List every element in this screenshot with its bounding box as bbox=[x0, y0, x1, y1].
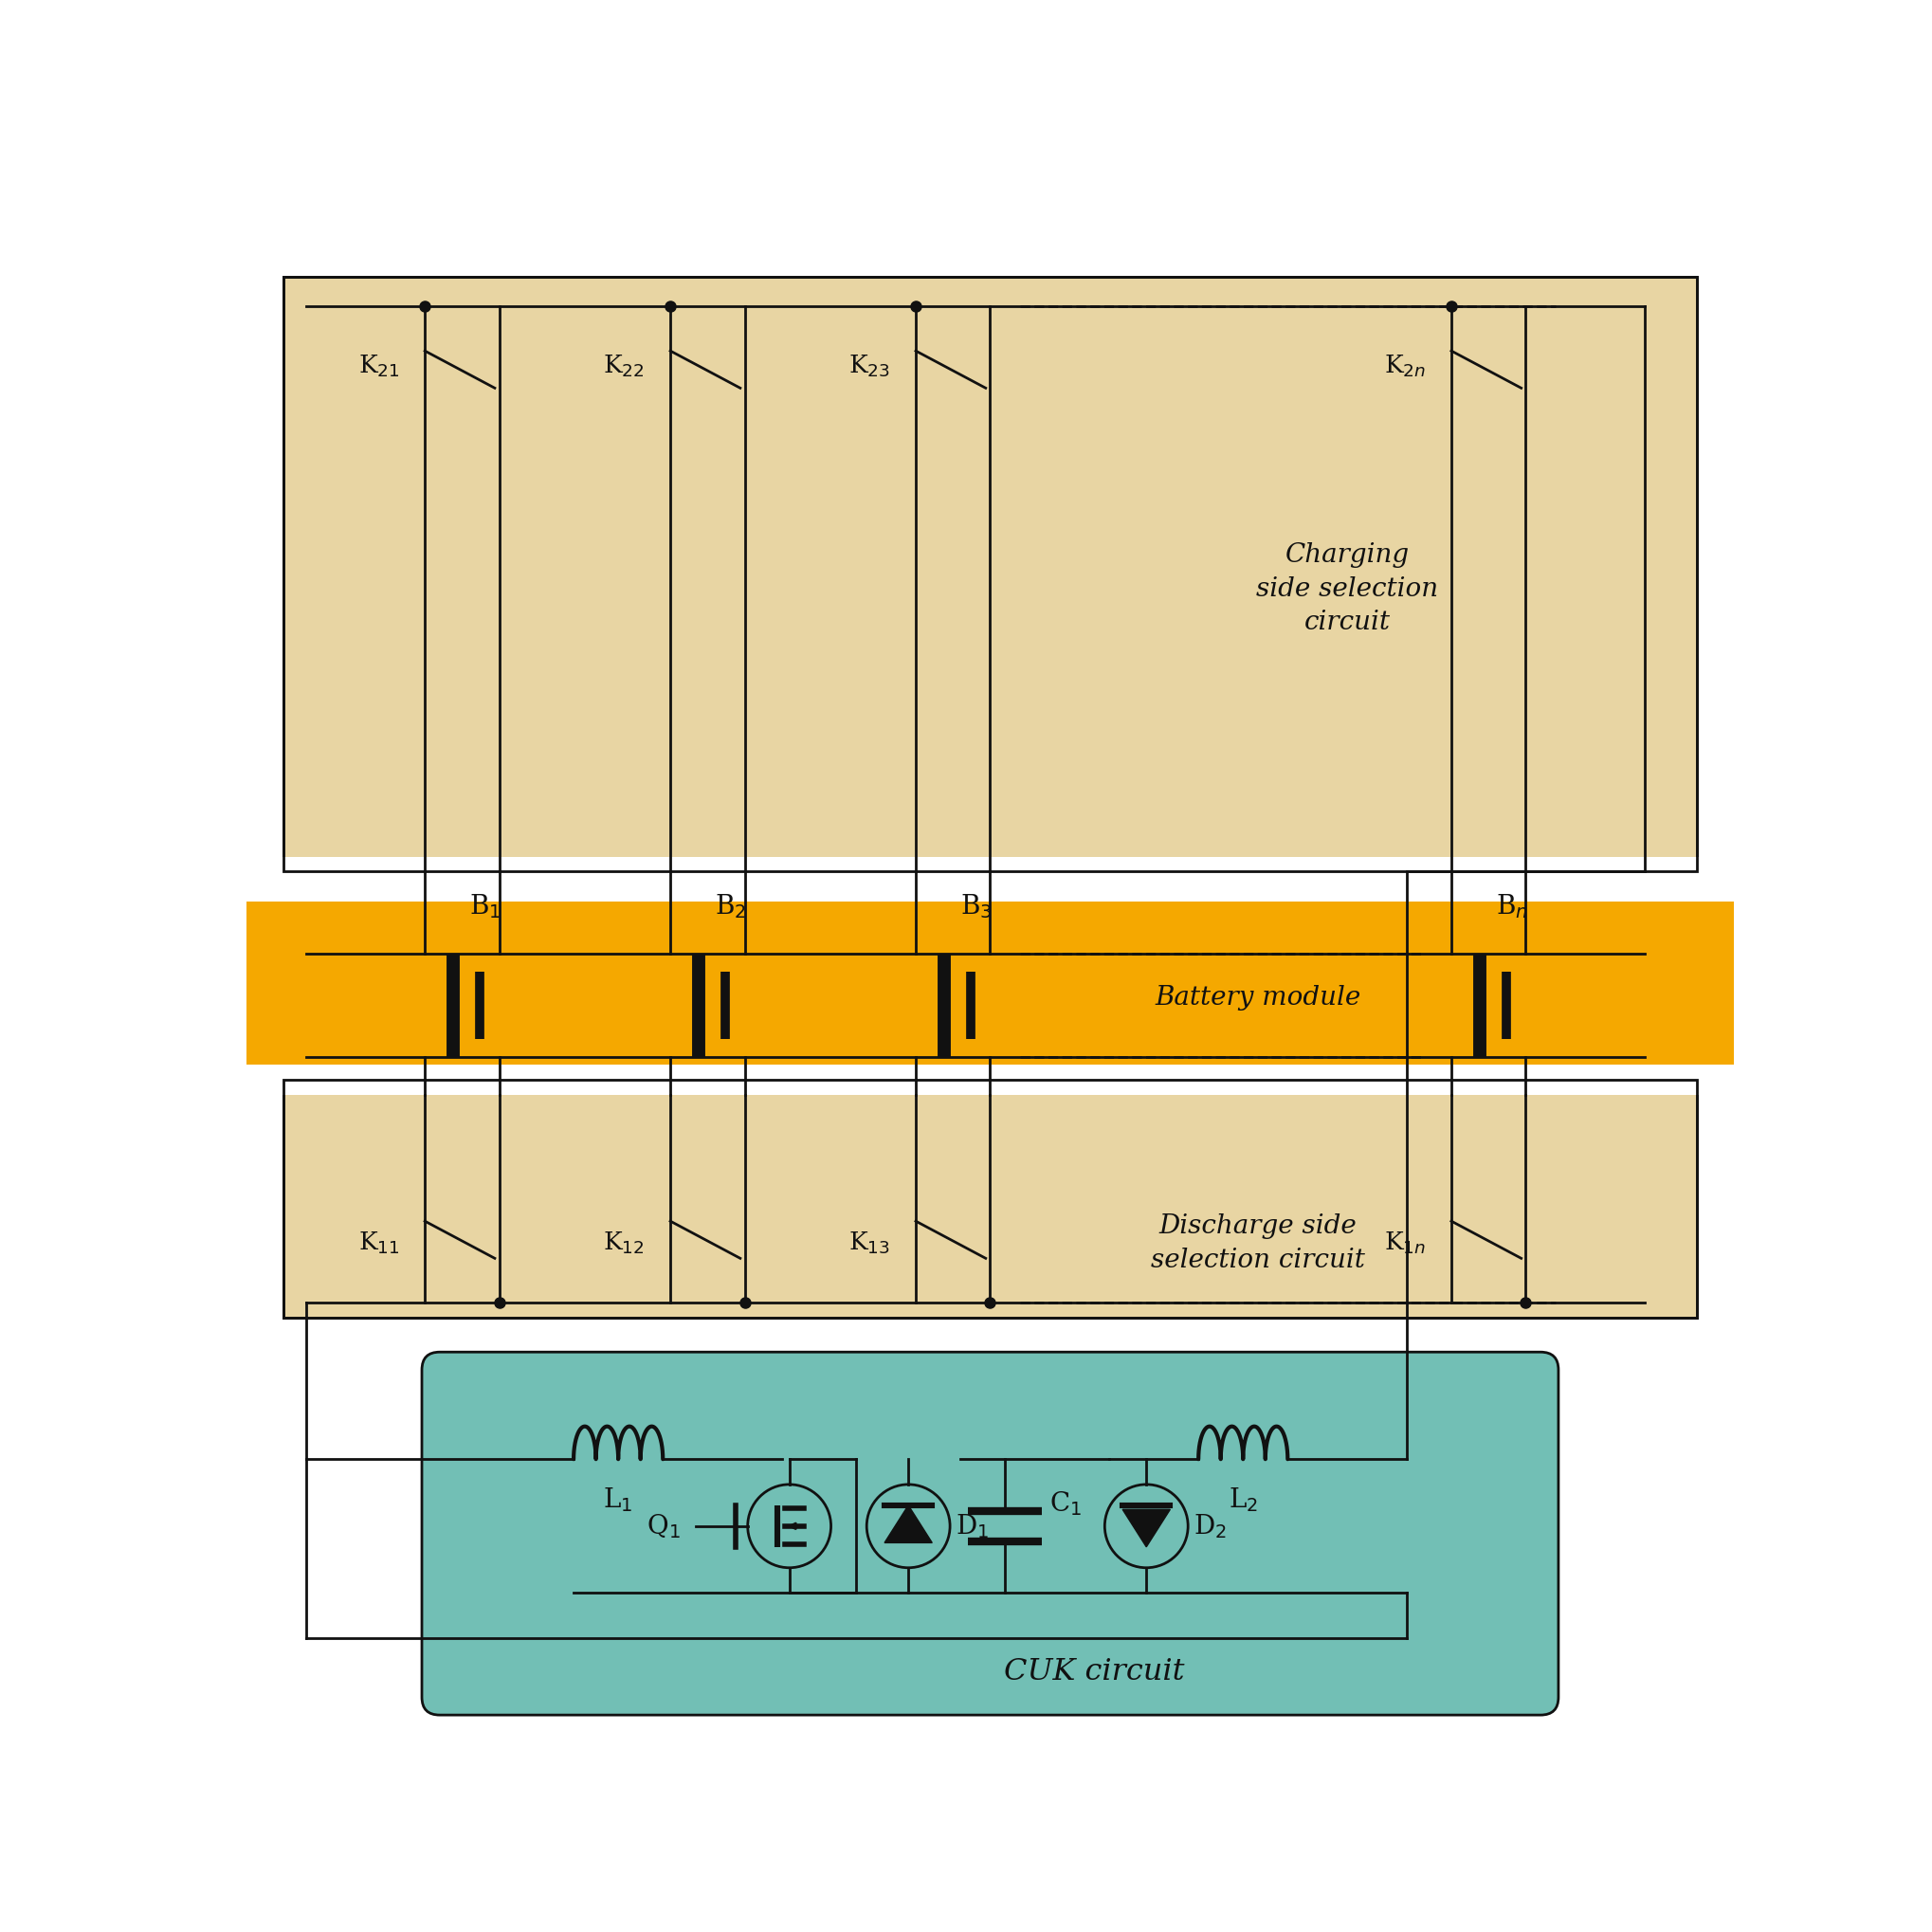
Bar bbox=[247, 1065, 1735, 1095]
Text: K$_{22}$: K$_{22}$ bbox=[603, 354, 645, 379]
Text: K$_{23}$: K$_{23}$ bbox=[848, 354, 891, 379]
Text: K$_{11}$: K$_{11}$ bbox=[357, 1231, 400, 1256]
Text: K$_{2n}$: K$_{2n}$ bbox=[1385, 354, 1426, 379]
Text: L$_2$: L$_2$ bbox=[1229, 1486, 1258, 1515]
Text: D$_2$: D$_2$ bbox=[1194, 1513, 1227, 1540]
Text: Battery module: Battery module bbox=[1155, 985, 1360, 1010]
Text: Charging
side selection
circuit: Charging side selection circuit bbox=[1256, 543, 1437, 636]
Bar bbox=[284, 276, 1696, 871]
Text: B$_{n}$: B$_{n}$ bbox=[1495, 893, 1528, 922]
Bar bbox=[247, 856, 1735, 900]
Polygon shape bbox=[1122, 1509, 1171, 1548]
Text: CUK circuit: CUK circuit bbox=[1005, 1658, 1184, 1687]
Text: K$_{21}$: K$_{21}$ bbox=[357, 354, 400, 379]
Text: K$_{13}$: K$_{13}$ bbox=[848, 1231, 891, 1256]
Text: B$_{2}$: B$_{2}$ bbox=[715, 893, 746, 922]
Bar bbox=[284, 1080, 1696, 1318]
Text: B$_{1}$: B$_{1}$ bbox=[469, 893, 500, 922]
Text: Q$_1$: Q$_1$ bbox=[647, 1513, 680, 1540]
Text: B$_{3}$: B$_{3}$ bbox=[960, 893, 993, 922]
Polygon shape bbox=[885, 1505, 931, 1544]
Text: C$_1$: C$_1$ bbox=[1049, 1490, 1082, 1519]
Text: K$_{12}$: K$_{12}$ bbox=[603, 1231, 645, 1256]
Bar bbox=[284, 1080, 1696, 1318]
Text: D$_1$: D$_1$ bbox=[956, 1513, 989, 1540]
Text: L$_1$: L$_1$ bbox=[603, 1486, 634, 1515]
FancyBboxPatch shape bbox=[421, 1352, 1559, 1716]
Text: Discharge side
selection circuit: Discharge side selection circuit bbox=[1151, 1213, 1366, 1273]
Text: K$_{1n}$: K$_{1n}$ bbox=[1385, 1231, 1426, 1256]
Bar bbox=[284, 276, 1696, 871]
Bar bbox=[247, 887, 1735, 1095]
